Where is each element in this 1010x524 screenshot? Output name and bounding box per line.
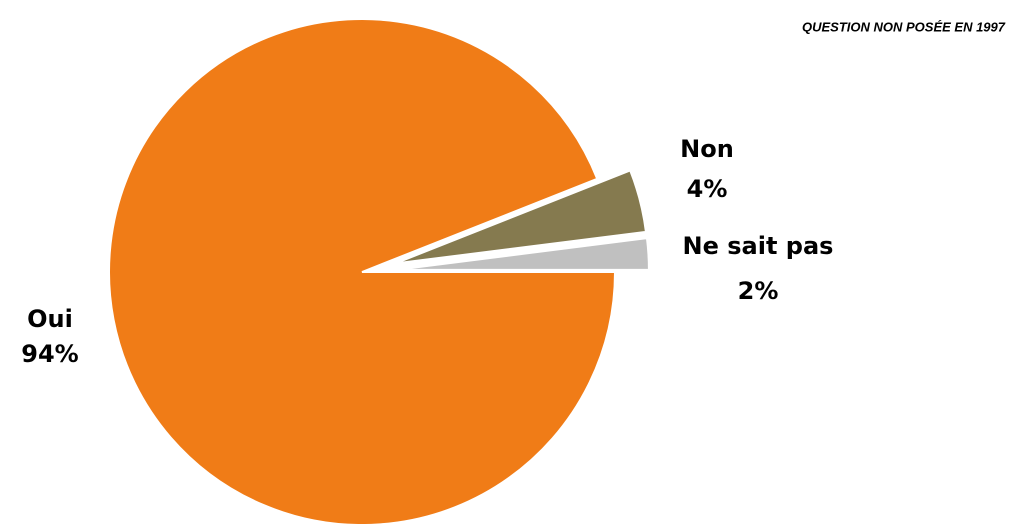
pie-slice	[395, 237, 650, 271]
chart-note: QUESTION NON POSÉE EN 1997	[802, 19, 1006, 34]
slice-label: Oui	[27, 305, 73, 333]
slice-label: Non	[680, 135, 734, 163]
slice-value: 4%	[687, 175, 728, 203]
pie-slice	[394, 169, 648, 265]
slice-value: 2%	[738, 277, 779, 305]
slice-label: Ne sait pas	[683, 232, 834, 260]
slice-value: 94%	[21, 340, 78, 368]
pie-slice	[108, 18, 617, 524]
